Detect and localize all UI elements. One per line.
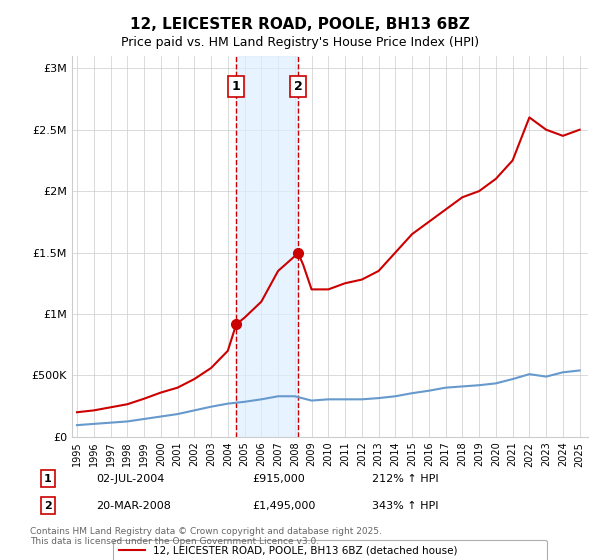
Text: 2: 2 xyxy=(294,80,302,93)
Bar xyxy=(236,56,298,437)
Text: 2: 2 xyxy=(44,501,52,511)
Text: 212% ↑ HPI: 212% ↑ HPI xyxy=(372,474,439,484)
Text: 02-JUL-2004: 02-JUL-2004 xyxy=(96,474,164,484)
Text: 1: 1 xyxy=(44,474,52,484)
Text: 1: 1 xyxy=(232,80,241,93)
Text: 12, LEICESTER ROAD, POOLE, BH13 6BZ: 12, LEICESTER ROAD, POOLE, BH13 6BZ xyxy=(130,17,470,32)
Text: 343% ↑ HPI: 343% ↑ HPI xyxy=(372,501,439,511)
Text: £915,000: £915,000 xyxy=(252,474,305,484)
Text: 20-MAR-2008: 20-MAR-2008 xyxy=(96,501,171,511)
Text: £1,495,000: £1,495,000 xyxy=(252,501,316,511)
Text: Contains HM Land Registry data © Crown copyright and database right 2025.
This d: Contains HM Land Registry data © Crown c… xyxy=(30,526,382,546)
Text: Price paid vs. HM Land Registry's House Price Index (HPI): Price paid vs. HM Land Registry's House … xyxy=(121,36,479,49)
Legend: 12, LEICESTER ROAD, POOLE, BH13 6BZ (detached house), HPI: Average price, detach: 12, LEICESTER ROAD, POOLE, BH13 6BZ (det… xyxy=(113,540,547,560)
